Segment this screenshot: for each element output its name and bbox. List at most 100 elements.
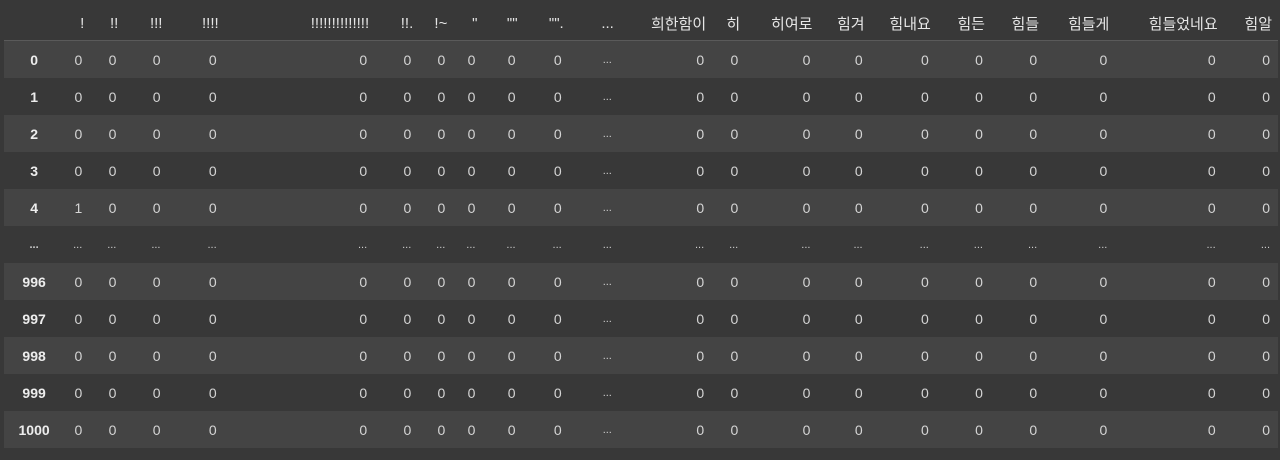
table-cell: 0 [975, 125, 983, 142]
table-cell: 0 [152, 384, 161, 401]
table-cell: ... [73, 238, 83, 251]
table-cell: 0 [359, 199, 368, 216]
table-cell: 0 [152, 162, 161, 179]
table-cell: 0 [802, 162, 811, 179]
table-cell: 0 [802, 421, 811, 438]
table-cell: ... [694, 238, 705, 251]
table-cell: 0 [1207, 273, 1216, 290]
column-header: !!. [375, 6, 420, 41]
table-cell: 0 [507, 51, 516, 68]
row-index: ... [29, 238, 39, 251]
table-cell: 0 [403, 51, 412, 68]
header-row: !!!!!!!!!!!!!!!!!!!!!!!!!!. !~ " "" "".... 희한… [4, 6, 1278, 41]
table-cell: 0 [730, 162, 739, 179]
table-cell: ... [602, 201, 612, 214]
table-cell: 0 [1262, 162, 1270, 179]
table-cell: 0 [108, 125, 117, 142]
table-cell: 0 [854, 162, 863, 179]
table-cell: 0 [921, 88, 929, 105]
table-cell: 0 [1207, 125, 1216, 142]
table-cell: 0 [854, 199, 863, 216]
table-cell: 0 [359, 421, 368, 438]
table-cell: 0 [152, 310, 161, 327]
table-cell: ... [552, 238, 562, 251]
table-cell: 0 [437, 273, 446, 290]
table-cell: 0 [467, 162, 476, 179]
table-cell: 0 [802, 384, 811, 401]
table-cell: 0 [802, 199, 811, 216]
table-cell: 0 [1099, 310, 1108, 327]
table-cell: 0 [467, 384, 476, 401]
table-cell: 0 [208, 162, 217, 179]
table-cell: 0 [108, 51, 117, 68]
table-cell: 0 [507, 421, 516, 438]
table-cell: 0 [1207, 421, 1216, 438]
table-cell: 0 [921, 347, 929, 364]
row-index: 996 [22, 273, 46, 290]
table-cell: 0 [208, 384, 217, 401]
table-cell: 0 [467, 421, 476, 438]
table-cell: 0 [1262, 273, 1270, 290]
table-cell: 0 [975, 310, 983, 327]
table-cell: 0 [403, 347, 412, 364]
table-cell: 0 [1029, 51, 1038, 68]
table-cell: 0 [359, 273, 368, 290]
table-row: 999 0 0 0 0 0 0 0 0 0 0... 0 0 0 0 0 0 0 0 0 0 [4, 374, 1278, 411]
table-cell: 0 [359, 125, 368, 142]
table-cell: 0 [437, 51, 446, 68]
table-cell: 0 [1099, 347, 1108, 364]
table-cell: 0 [403, 384, 412, 401]
table-cell: 0 [975, 421, 983, 438]
table-cell: 0 [1029, 125, 1038, 142]
table-cell: 0 [975, 199, 983, 216]
table-cell: 0 [921, 162, 929, 179]
column-header: "". [523, 6, 570, 41]
table-cell: 0 [359, 88, 368, 105]
table-cell: 0 [553, 421, 562, 438]
table-cell: ... [1260, 238, 1270, 251]
column-header: 힘들 [990, 6, 1046, 41]
table-cell: 0 [507, 88, 516, 105]
column-header: !!! [124, 6, 169, 41]
table-cell: 0 [1207, 51, 1216, 68]
table-cell: 0 [74, 421, 83, 438]
table-cell: 0 [208, 51, 217, 68]
table-cell: 0 [854, 421, 863, 438]
table-cell: 0 [467, 347, 476, 364]
column-header: 히여로 [746, 6, 819, 41]
table-cell: 0 [553, 310, 562, 327]
table-cell: 0 [507, 310, 516, 327]
table-cell: 0 [208, 347, 217, 364]
table-cell: 0 [854, 384, 863, 401]
table-cell: 0 [403, 162, 412, 179]
table-cell: 0 [74, 51, 83, 68]
table-cell: ... [919, 238, 929, 251]
table-cell: 0 [1029, 347, 1038, 364]
table-row: ........................................… [4, 226, 1278, 263]
column-header: ... [569, 6, 620, 41]
table-cell: 0 [553, 125, 562, 142]
table-cell: ... [207, 238, 217, 251]
table-cell: ... [602, 312, 612, 325]
table-cell: 0 [921, 384, 929, 401]
table-cell: 1 [74, 199, 83, 216]
table-row: 998 0 0 0 0 0 0 0 0 0 0... 0 0 0 0 0 0 0 0 0 0 [4, 337, 1278, 374]
column-header: 힘내요 [870, 6, 937, 41]
table-cell: 0 [921, 273, 929, 290]
table-cell: 0 [730, 421, 739, 438]
table-cell: 0 [74, 273, 83, 290]
column-header: 힘겨 [818, 6, 871, 41]
table-cell: 0 [403, 88, 412, 105]
table-cell: 0 [553, 347, 562, 364]
table-cell: 0 [1207, 347, 1216, 364]
table-cell: ... [602, 238, 612, 251]
table-cell: 0 [467, 125, 476, 142]
table-cell: 0 [854, 347, 863, 364]
row-index: 999 [22, 384, 46, 401]
row-index: 998 [22, 347, 46, 364]
table-cell: 0 [359, 162, 368, 179]
table-cell: 0 [437, 162, 446, 179]
table-cell: 0 [696, 273, 705, 290]
table-cell: 0 [802, 310, 811, 327]
table-cell: 0 [730, 273, 739, 290]
